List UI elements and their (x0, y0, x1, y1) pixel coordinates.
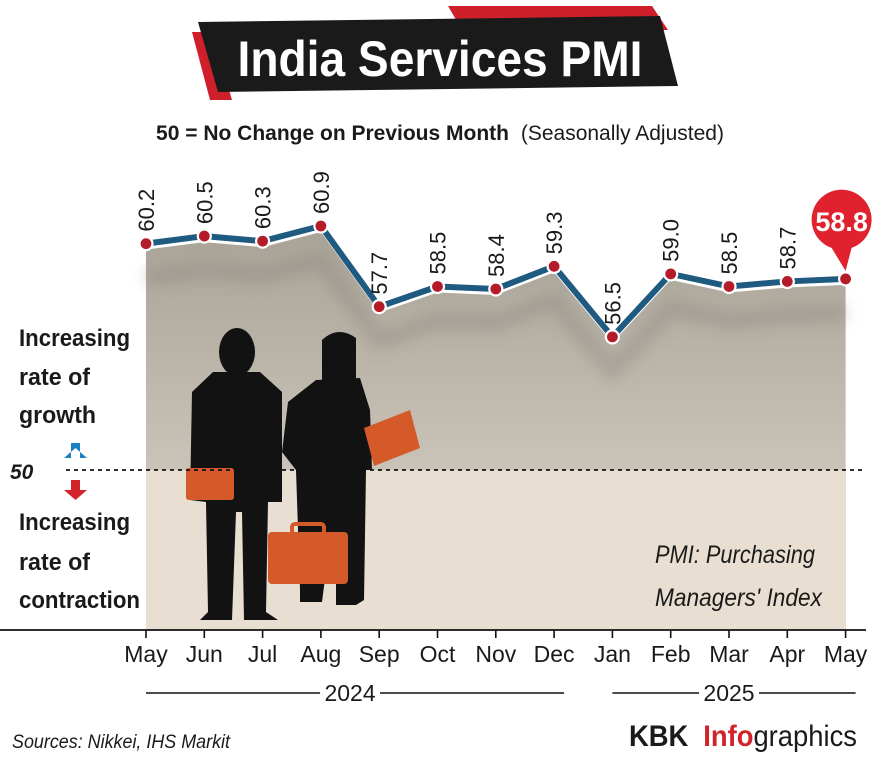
callout-value: 58.8 (815, 207, 868, 237)
data-point-marker (429, 278, 446, 295)
x-tick-label: May (824, 641, 868, 667)
growth-area-shade (144, 249, 846, 385)
pmi-value-labels: 60.2 60.5 60.3 60.9 57.7 58.5 58.4 59.3 56.5 59.0… (134, 171, 800, 325)
data-label: 58.5 (717, 232, 742, 275)
pmi-note-line-1: PMI: Purchasing (655, 541, 815, 569)
arrow-up-icon (64, 443, 87, 458)
data-point (837, 271, 854, 287)
contraction-line-1: Increasing (19, 509, 130, 536)
data-point-marker (604, 329, 621, 345)
businessmen-silhouette (186, 328, 420, 620)
data-point (721, 278, 737, 295)
pmi-markers (138, 218, 854, 345)
source-note: Sources: Nikkei, IHS Markit (12, 732, 231, 753)
data-label: 59.0 (659, 219, 684, 262)
brand-logo: KBK Infographics (629, 720, 857, 753)
x-tick-label: Jul (248, 641, 277, 667)
x-tick-label: Oct (420, 641, 456, 667)
data-label: 60.2 (134, 189, 159, 232)
briefcase-right (364, 410, 420, 466)
x-tick-label: Apr (769, 641, 805, 667)
data-point (779, 273, 795, 290)
subtitle-bold: 50 = No Change on Previous Month (156, 122, 509, 145)
briefcase-left (186, 468, 234, 500)
data-label: 60.3 (251, 186, 276, 229)
x-tick-label: Jan (594, 641, 631, 667)
data-point (371, 299, 387, 315)
x-tick-label: Mar (709, 641, 749, 667)
data-point-marker (196, 228, 212, 244)
x-axis-ticks (145, 630, 847, 638)
data-point (196, 228, 212, 244)
data-point-marker (837, 271, 854, 287)
body-left (190, 372, 282, 620)
contraction-line-2: rate of (19, 549, 91, 576)
latest-value-callout: 58.8 (811, 189, 872, 271)
chart-subtitle: 50 = No Change on Previous Month (Season… (156, 122, 724, 145)
data-point (663, 266, 679, 282)
briefcase-bottom-handle (290, 522, 326, 536)
title-background (198, 16, 678, 92)
x-tick-label: May (124, 641, 168, 667)
brand-rest: graphics (753, 720, 857, 753)
x-axis-labels: May Jun Jul Aug Sep Oct Nov Dec Jan Feb Mar Apr May (124, 641, 868, 667)
data-point (604, 329, 621, 345)
year-label: 2025 (703, 680, 754, 706)
data-label: 58.4 (484, 234, 509, 277)
pmi-note-line-2: Managers' Index (655, 584, 823, 612)
briefcase-bottom (268, 532, 348, 584)
brand-bold: KBK (629, 720, 689, 753)
year-groups: 2024 2025 (146, 680, 856, 706)
data-point (138, 236, 154, 252)
brand-accent: Info (703, 720, 753, 753)
year-group: 2024 (146, 680, 565, 706)
data-point-marker (255, 233, 271, 249)
baseline-label: 50 (10, 461, 34, 484)
growth-label: Increasing rate of growth (19, 325, 130, 429)
data-point (488, 281, 504, 297)
data-point-marker (779, 273, 795, 290)
data-point-marker (313, 218, 329, 234)
data-label: 60.9 (309, 171, 334, 214)
data-label: 60.5 (192, 181, 217, 224)
x-tick-label: Dec (534, 641, 575, 667)
callout-bubble (811, 189, 872, 271)
head-left (219, 328, 255, 376)
data-point (255, 233, 271, 249)
x-tick-label: Sep (359, 641, 400, 667)
data-point-marker (138, 236, 154, 252)
chart-title: India Services PMI (238, 31, 643, 87)
title-banner: India Services PMI (192, 6, 678, 100)
data-point-marker (371, 299, 387, 315)
data-point-marker (721, 278, 737, 295)
data-label: 59.3 (542, 211, 567, 254)
subtitle-regular: (Seasonally Adjusted) (521, 122, 724, 145)
x-tick-label: Jun (186, 641, 223, 667)
data-point (429, 278, 446, 295)
growth-line-2: rate of (19, 364, 91, 391)
contraction-label: Increasing rate of contraction (19, 509, 140, 614)
data-point-marker (546, 258, 562, 274)
data-point (313, 218, 329, 234)
data-label: 58.7 (775, 227, 800, 270)
growth-line-1: Increasing (19, 325, 130, 352)
x-tick-label: Aug (300, 641, 341, 667)
data-point (546, 258, 562, 274)
growth-line-3: growth (19, 402, 96, 429)
contraction-line-3: contraction (19, 587, 140, 614)
data-label: 56.5 (600, 282, 625, 325)
year-label: 2024 (324, 680, 375, 706)
data-label: 57.7 (367, 252, 392, 295)
head-right (322, 331, 356, 386)
pmi-note: PMI: Purchasing Managers' Index (655, 541, 823, 612)
x-tick-label: Feb (651, 641, 691, 667)
data-point-marker (488, 281, 504, 297)
data-point-marker (663, 266, 679, 282)
x-tick-label: Nov (475, 641, 516, 667)
data-label: 58.5 (426, 232, 451, 275)
year-group: 2025 (612, 680, 856, 706)
arrow-down-icon (64, 480, 87, 500)
